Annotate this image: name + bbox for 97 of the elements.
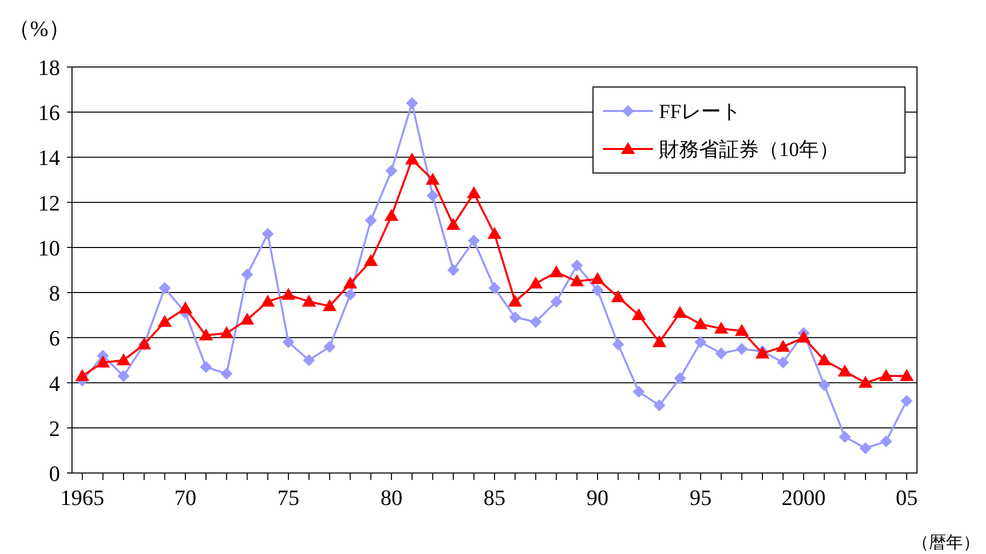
point <box>364 214 377 226</box>
legend-label: FFレート <box>659 101 742 123</box>
point <box>653 399 666 412</box>
point <box>632 308 646 320</box>
point <box>734 324 749 336</box>
point <box>880 435 892 448</box>
y-tick-label: 10 <box>38 235 60 260</box>
point <box>879 369 894 382</box>
point <box>405 152 420 164</box>
x-tick-label: 85 <box>484 485 506 510</box>
point <box>384 208 398 221</box>
point <box>447 264 460 276</box>
point <box>611 290 626 302</box>
point <box>466 186 481 198</box>
point <box>220 368 233 380</box>
point <box>694 336 707 348</box>
x-tick-label: 1965 <box>60 485 104 510</box>
point <box>509 311 522 324</box>
point <box>672 306 687 318</box>
point <box>344 288 356 301</box>
point <box>777 356 790 368</box>
y-axis-title: （%） <box>8 16 70 41</box>
point <box>590 272 605 284</box>
point <box>118 370 130 382</box>
y-tick-label: 2 <box>49 416 60 441</box>
point <box>178 301 192 314</box>
point <box>75 369 90 382</box>
point <box>385 164 398 177</box>
point <box>528 276 543 289</box>
y-tick-label: 14 <box>38 145 60 170</box>
point <box>302 294 316 307</box>
point <box>198 328 213 340</box>
point <box>838 364 852 376</box>
point <box>468 234 480 247</box>
point <box>859 442 872 454</box>
x-tick-label: 95 <box>690 485 712 510</box>
point <box>220 326 234 338</box>
point <box>900 369 914 382</box>
point <box>776 340 790 352</box>
x-axis-title: （暦年） <box>912 533 980 552</box>
point <box>530 316 542 328</box>
point <box>736 342 748 355</box>
point <box>158 314 172 327</box>
point <box>796 330 811 343</box>
point <box>592 284 604 296</box>
point <box>838 430 851 443</box>
y-tick-label: 0 <box>49 461 60 486</box>
y-tick-label: 6 <box>49 326 60 351</box>
point <box>281 288 296 300</box>
point <box>303 354 316 366</box>
point <box>343 276 358 289</box>
point <box>488 282 500 294</box>
point <box>322 299 337 312</box>
y-tick-label: 16 <box>38 100 60 126</box>
point <box>364 254 378 266</box>
point <box>818 379 830 392</box>
point <box>550 296 562 308</box>
point <box>426 190 439 202</box>
point <box>488 226 502 239</box>
point <box>570 274 584 286</box>
x-tick-label: 05 <box>896 485 918 510</box>
y-tick-label: 12 <box>38 190 60 216</box>
point <box>694 317 708 330</box>
point <box>282 336 294 348</box>
x-tick-label: 2000 <box>782 485 826 510</box>
point <box>116 353 131 366</box>
point <box>674 372 686 384</box>
point <box>858 376 872 388</box>
point <box>446 218 460 230</box>
point <box>817 353 832 366</box>
point <box>262 228 274 240</box>
point <box>652 335 666 348</box>
point <box>900 394 913 407</box>
point <box>549 265 564 278</box>
point <box>714 322 728 334</box>
point <box>241 268 254 281</box>
point <box>570 259 583 272</box>
x-tick-label: 70 <box>174 485 196 510</box>
point <box>96 355 110 368</box>
point <box>715 347 728 360</box>
point <box>240 312 254 325</box>
y-tick-label: 4 <box>49 370 60 396</box>
point <box>260 294 275 307</box>
point <box>426 172 440 185</box>
x-tick-label: 75 <box>277 485 300 510</box>
point <box>200 360 212 373</box>
x-tick-label: 80 <box>380 485 402 510</box>
x-tick-label: 90 <box>586 485 609 510</box>
point <box>324 340 336 353</box>
point <box>632 386 645 398</box>
y-tick-label: 18 <box>38 55 60 80</box>
point <box>612 338 624 350</box>
point <box>158 282 171 294</box>
legend-label: 財務省証券（10年） <box>659 139 839 161</box>
y-tick-label: 8 <box>49 280 60 306</box>
point <box>406 97 418 110</box>
point <box>508 294 522 307</box>
